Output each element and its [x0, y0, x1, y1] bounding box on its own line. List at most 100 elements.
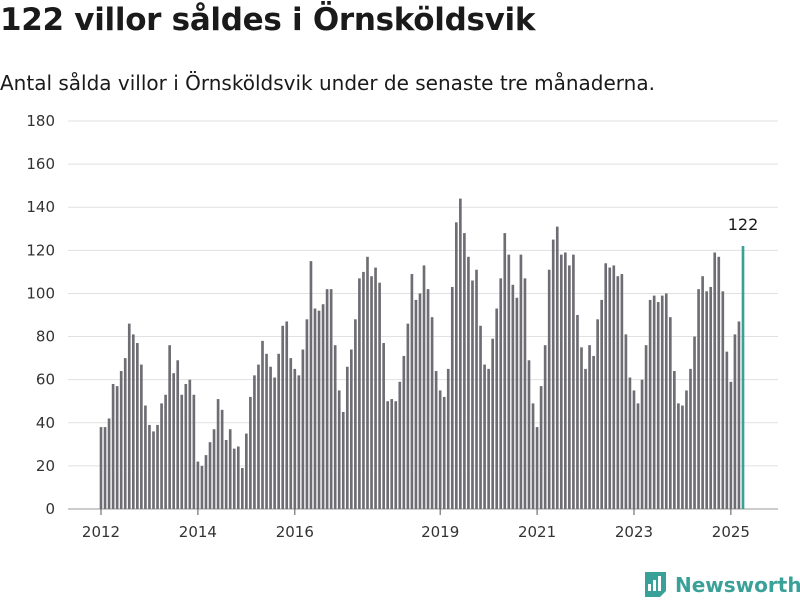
bar	[127, 323, 131, 509]
bar	[325, 289, 329, 509]
bar	[285, 321, 289, 509]
bar	[313, 308, 317, 509]
bar	[245, 433, 248, 509]
bar	[232, 448, 236, 509]
x-tick-label: 2012	[82, 523, 120, 541]
bar	[358, 278, 361, 509]
page-subtitle: Antal sålda villor i Örnsköldsvik under …	[0, 71, 655, 95]
bar	[434, 371, 438, 509]
bar	[281, 325, 285, 509]
bar	[220, 409, 224, 509]
bar	[370, 276, 373, 509]
bar	[725, 351, 729, 509]
bar	[705, 291, 708, 509]
bar	[487, 368, 490, 509]
bar	[572, 254, 575, 509]
bar	[697, 289, 700, 509]
bar	[475, 269, 478, 509]
x-tick-label: 2025	[712, 523, 750, 541]
bar	[430, 317, 434, 509]
bar	[519, 254, 523, 509]
bar	[212, 429, 216, 509]
bar	[701, 276, 704, 509]
bar	[216, 399, 220, 509]
bar	[620, 274, 624, 509]
bar	[184, 383, 188, 509]
bar	[503, 233, 507, 509]
bar	[136, 343, 139, 509]
y-tick-label: 180	[26, 112, 55, 130]
bar	[531, 403, 535, 509]
bar	[535, 427, 539, 509]
bar	[249, 396, 252, 509]
bar	[277, 353, 280, 509]
bar	[551, 239, 555, 509]
bar	[168, 345, 171, 509]
bar	[689, 368, 692, 509]
bar	[438, 390, 442, 509]
x-tick-label: 2014	[179, 523, 217, 541]
bar	[527, 360, 531, 509]
bar	[160, 403, 163, 509]
bar	[345, 366, 349, 509]
bar	[612, 265, 616, 509]
bar	[164, 394, 167, 509]
bar	[119, 371, 123, 509]
bar	[257, 364, 260, 509]
bar	[390, 399, 394, 509]
bar	[559, 254, 563, 509]
bar	[414, 299, 418, 509]
bar	[713, 252, 717, 510]
bar	[479, 325, 482, 509]
bar	[523, 278, 527, 509]
bar	[152, 431, 155, 509]
bar	[539, 386, 543, 509]
bar	[265, 353, 268, 509]
x-axis: 2012 2014 2016 2019 2021 2023 2025	[82, 509, 750, 541]
bar	[374, 267, 377, 509]
y-tick-label: 80	[36, 328, 55, 346]
y-tick-label: 140	[26, 198, 55, 216]
bar	[261, 340, 264, 509]
bar	[648, 299, 652, 509]
bar	[576, 315, 579, 509]
bar	[236, 446, 240, 509]
bar	[584, 368, 587, 509]
bar	[228, 429, 232, 509]
y-tick-label: 120	[26, 241, 55, 259]
bar	[729, 381, 733, 509]
bar	[200, 465, 204, 509]
y-tick-label: 60	[36, 371, 55, 389]
bar	[507, 254, 511, 509]
y-tick-label: 40	[36, 414, 55, 432]
annotations: 122	[728, 215, 759, 234]
bar	[192, 394, 196, 509]
bar	[660, 295, 664, 509]
bar	[176, 360, 180, 509]
bar	[410, 274, 414, 509]
bar	[636, 403, 640, 509]
bar	[491, 338, 494, 509]
bar	[156, 424, 159, 509]
bar	[673, 371, 676, 509]
bar	[253, 375, 256, 509]
bar	[555, 226, 559, 509]
bar	[608, 267, 612, 509]
x-tick-label: 2016	[276, 523, 314, 541]
y-axis: 0 20 40 60 80 100 120 140 160 180	[26, 112, 55, 518]
bar	[592, 355, 595, 509]
bar	[644, 345, 648, 509]
bar	[640, 379, 644, 509]
bar	[329, 289, 333, 509]
bar	[450, 286, 454, 509]
page-title: 122 villor såldes i Örnsköldsvik	[0, 2, 536, 38]
bar	[398, 381, 402, 509]
bar	[273, 377, 276, 509]
bar	[418, 293, 422, 509]
bar	[568, 265, 571, 509]
bar	[382, 343, 385, 509]
bar	[107, 418, 111, 509]
bar	[733, 334, 737, 509]
bar	[664, 293, 668, 509]
